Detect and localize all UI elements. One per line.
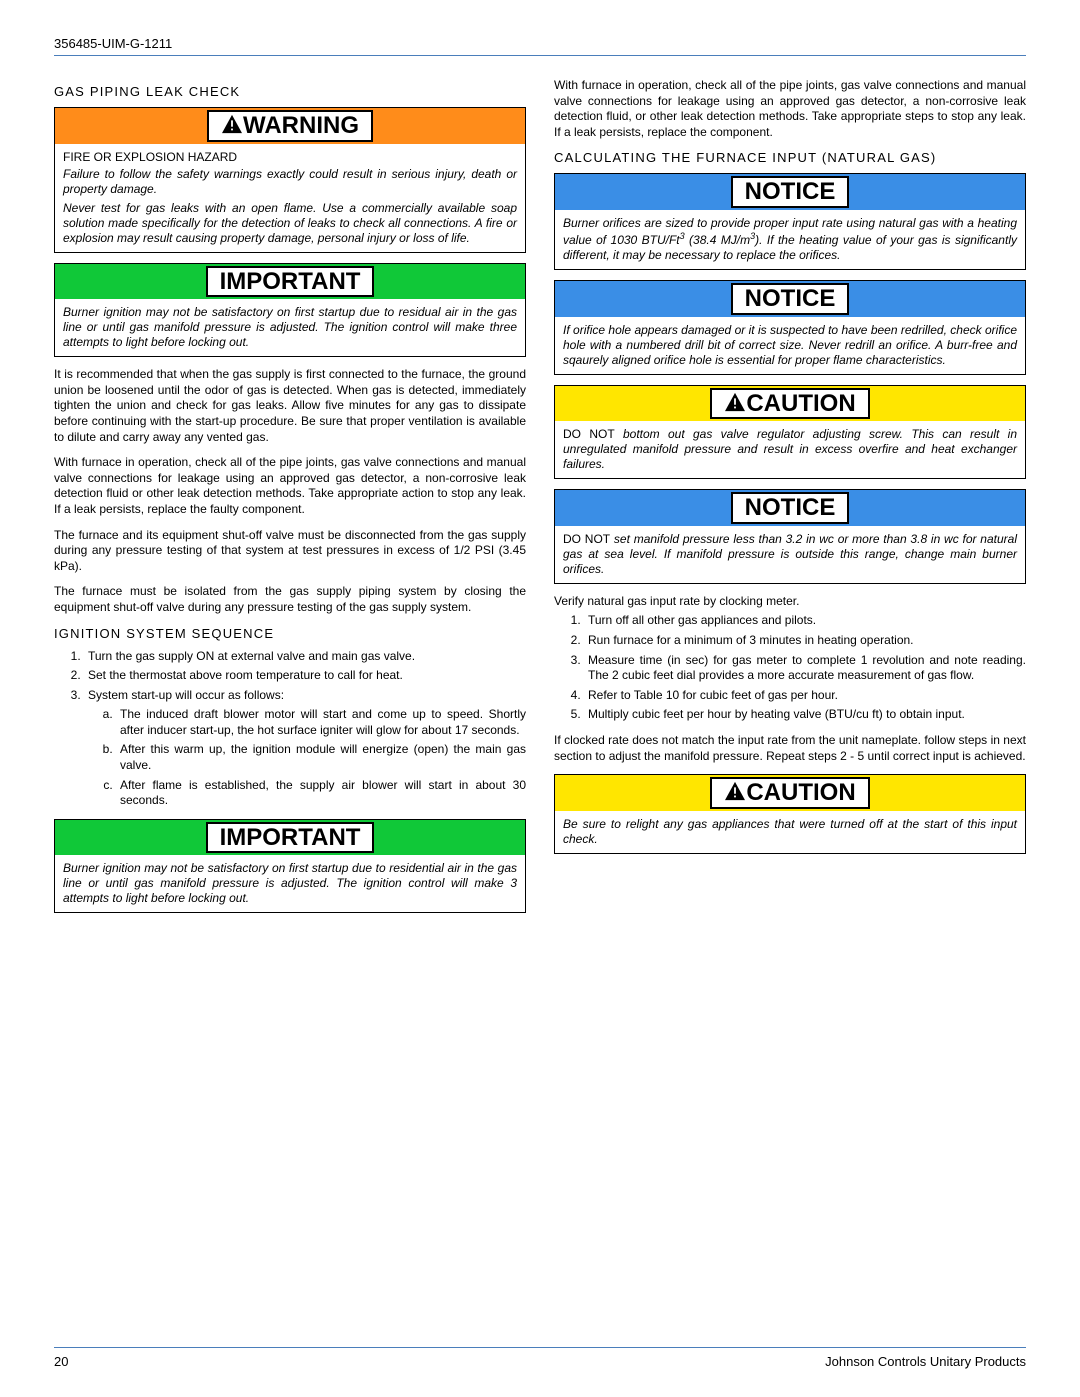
notice-label-2: NOTICE	[731, 283, 850, 315]
warning-banner: WARNING	[55, 108, 525, 144]
caution-banner-2: CAUTION	[555, 775, 1025, 811]
notice-box-2: NOTICE If orifice hole appears damaged o…	[554, 280, 1026, 375]
list-item: Measure time (in sec) for gas meter to c…	[584, 653, 1026, 684]
important-label-2: IMPORTANT	[206, 822, 375, 854]
heading-ignition: IGNITION SYSTEM SEQUENCE	[54, 626, 526, 641]
calc-steps-list: Turn off all other gas appliances and pi…	[554, 613, 1026, 723]
notice-body-3: DO NOT set manifold pressure less than 3…	[555, 526, 1025, 583]
notice-body-2: If orifice hole appears damaged or it is…	[555, 317, 1025, 374]
notice-banner-3: NOTICE	[555, 490, 1025, 526]
notice1-post: (38.4 MJ/m	[685, 233, 751, 247]
warning-p2: Never test for gas leaks with an open fl…	[63, 201, 517, 246]
left-column: GAS PIPING LEAK CHECK WARNING FIRE OR EX…	[54, 78, 526, 923]
important-banner: IMPORTANT	[55, 264, 525, 300]
warning-label: WARNING	[207, 110, 373, 142]
right-column: With furnace in operation, check all of …	[554, 78, 1026, 923]
list-item: Run furnace for a minimum of 3 minutes i…	[584, 633, 1026, 649]
para-l1: It is recommended that when the gas supp…	[54, 367, 526, 445]
notice-box-3: NOTICE DO NOT set manifold pressure less…	[554, 489, 1026, 584]
important-box-2: IMPORTANT Burner ignition may not be sat…	[54, 819, 526, 914]
footer-org: Johnson Controls Unitary Products	[825, 1354, 1026, 1369]
list-item: After flame is established, the supply a…	[116, 778, 526, 809]
notice3-lead: DO NOT	[563, 532, 610, 546]
warning-subhead: FIRE OR EXPLOSION HAZARD	[63, 150, 517, 165]
caution-label-2: CAUTION	[710, 777, 869, 809]
doc-footer: 20 Johnson Controls Unitary Products	[54, 1347, 1026, 1369]
important-body-2: Burner ignition may not be satisfactory …	[55, 855, 525, 912]
list-item: Turn off all other gas appliances and pi…	[584, 613, 1026, 629]
warning-text: WARNING	[243, 112, 359, 139]
list-item: Refer to Table 10 for cubic feet of gas …	[584, 688, 1026, 704]
para-l3: The furnace and its equipment shut-off v…	[54, 528, 526, 575]
important-box-1: IMPORTANT Burner ignition may not be sat…	[54, 263, 526, 358]
notice-label-3: NOTICE	[731, 492, 850, 524]
caution-text-2: CAUTION	[746, 779, 855, 806]
caution-icon	[724, 392, 746, 412]
list-item: After this warm up, the ignition module …	[116, 742, 526, 773]
notice-banner-2: NOTICE	[555, 281, 1025, 317]
important-body-1: Burner ignition may not be satisfactory …	[55, 299, 525, 356]
important-banner-2: IMPORTANT	[55, 820, 525, 856]
caution-text-1: CAUTION	[746, 390, 855, 417]
caution-body-1: DO NOT bottom out gas valve regulator ad…	[555, 421, 1025, 478]
caution1-lead: DO NOT	[563, 427, 615, 441]
notice-body-1: Burner orifices are sized to provide pro…	[555, 210, 1025, 269]
list-item: The induced draft blower motor will star…	[116, 707, 526, 738]
doc-header: 356485-UIM-G-1211	[54, 36, 1026, 56]
important-label: IMPORTANT	[206, 266, 375, 298]
heading-calc-input: CALCULATING THE FURNACE INPUT (NATURAL G…	[554, 150, 1026, 165]
caution-icon-2	[724, 781, 746, 801]
list-item: System start-up will occur as follows: T…	[84, 688, 526, 809]
warning-box: WARNING FIRE OR EXPLOSION HAZARD Failure…	[54, 107, 526, 253]
doc-id: 356485-UIM-G-1211	[54, 36, 172, 51]
caution-body-2: Be sure to relight any gas appliances th…	[555, 811, 1025, 853]
list-item-text: System start-up will occur as follows:	[88, 688, 284, 702]
para-r3: If clocked rate does not match the input…	[554, 733, 1026, 764]
list-item: Set the thermostat above room temperatur…	[84, 668, 526, 684]
warning-icon	[221, 114, 243, 134]
caution-banner-1: CAUTION	[555, 386, 1025, 422]
para-l2: With furnace in operation, check all of …	[54, 455, 526, 517]
caution-box-1: CAUTION DO NOT bottom out gas valve regu…	[554, 385, 1026, 480]
two-column-layout: GAS PIPING LEAK CHECK WARNING FIRE OR EX…	[54, 78, 1026, 923]
notice-banner-1: NOTICE	[555, 174, 1025, 210]
heading-gas-piping: GAS PIPING LEAK CHECK	[54, 84, 526, 99]
para-r2: Verify natural gas input rate by clockin…	[554, 594, 1026, 610]
para-r1: With furnace in operation, check all of …	[554, 78, 1026, 140]
caution-box-2: CAUTION Be sure to relight any gas appli…	[554, 774, 1026, 854]
caution-label-1: CAUTION	[710, 388, 869, 420]
list-item: Turn the gas supply ON at external valve…	[84, 649, 526, 665]
para-l4: The furnace must be isolated from the ga…	[54, 584, 526, 615]
list-item: Multiply cubic feet per hour by heating …	[584, 707, 1026, 723]
notice3-body: set manifold pressure less than 3.2 in w…	[563, 532, 1017, 576]
warning-body: FIRE OR EXPLOSION HAZARD Failure to foll…	[55, 144, 525, 252]
warning-p1: Failure to follow the safety warnings ex…	[63, 167, 517, 197]
sub-list: The induced draft blower motor will star…	[88, 707, 526, 809]
ignition-sequence-list: Turn the gas supply ON at external valve…	[54, 649, 526, 809]
page-number: 20	[54, 1354, 68, 1369]
notice-label-1: NOTICE	[731, 176, 850, 208]
caution1-body: bottom out gas valve regulator adjusting…	[563, 427, 1017, 471]
notice-box-1: NOTICE Burner orifices are sized to prov…	[554, 173, 1026, 270]
